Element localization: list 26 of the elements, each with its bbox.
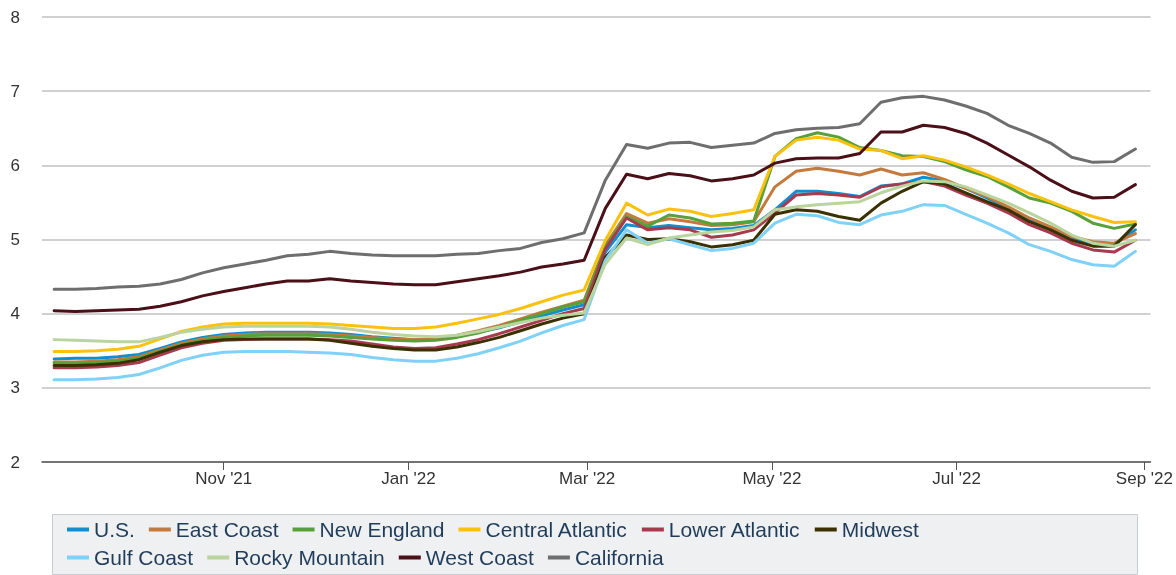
line-series — [52, 203, 1137, 382]
y-tick-label: 8 — [10, 7, 20, 27]
x-tick-label: Jul '22 — [932, 469, 981, 488]
legend-label: Rocky Mountain — [234, 546, 385, 569]
line-series — [52, 94, 1137, 291]
x-tick-label: Mar '22 — [559, 469, 616, 488]
x-tick-label: May '22 — [742, 469, 802, 488]
legend-label: Lower Atlantic — [668, 518, 800, 541]
line-series — [52, 123, 1137, 313]
legend-label: Central Atlantic — [485, 518, 627, 541]
legend-label: California — [574, 546, 664, 569]
y-tick-label: 3 — [10, 378, 20, 398]
legend-label: U.S. — [94, 518, 135, 541]
legend-label: New England — [319, 518, 445, 541]
y-tick-label: 6 — [10, 155, 20, 175]
legend-label: Gulf Coast — [94, 546, 194, 569]
y-tick-label: 2 — [10, 452, 20, 472]
x-tick-label: Sep '22 — [1115, 469, 1174, 488]
y-tick-label: 5 — [10, 230, 20, 249]
y-tick-label: 7 — [10, 81, 20, 101]
y-tick-label: 4 — [10, 304, 20, 324]
legend-label: Midwest — [841, 518, 919, 541]
legend-label: West Coast — [425, 546, 535, 569]
legend-label: East Coast — [175, 518, 279, 541]
x-tick-label: Nov '21 — [195, 469, 253, 488]
x-tick-label: Jan '22 — [381, 469, 436, 488]
